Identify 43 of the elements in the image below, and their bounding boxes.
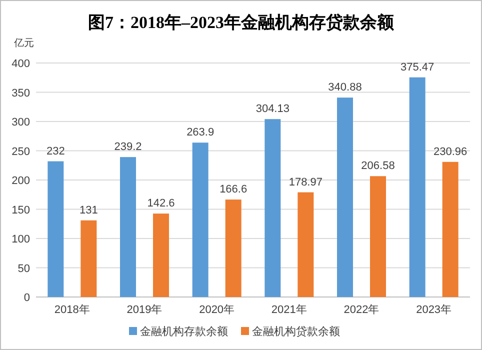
bar [120, 157, 136, 297]
legend-label: 金融机构存款余额 [140, 325, 228, 338]
x-tick-label: 2018年 [54, 304, 90, 316]
bar [442, 162, 458, 297]
data-label: 340.88 [328, 82, 362, 94]
data-label: 239.2 [114, 141, 142, 154]
chart-title: 图7：2018年–2023年金融机构存贷款余额 [88, 13, 395, 32]
data-label: 131 [79, 204, 98, 216]
bar [298, 192, 314, 297]
bar [192, 142, 208, 297]
y-tick-label: 100 [12, 234, 30, 246]
x-tick-label: 2022年 [344, 304, 380, 316]
y-tick-label: 350 [12, 87, 30, 100]
y-tick-label: 150 [12, 204, 30, 216]
y-tick-label: 0 [24, 292, 30, 304]
bar [409, 77, 426, 297]
y-axis-title: 亿元 [13, 38, 34, 49]
y-tick-label: 400 [12, 58, 30, 70]
data-label: 178.97 [288, 176, 322, 188]
x-tick-label: 2019年 [126, 304, 162, 316]
y-tick-label: 50 [18, 262, 30, 275]
legend-label: 金融机构贷款余额 [252, 325, 340, 338]
data-label: 166.6 [220, 184, 248, 196]
data-label: 263.9 [186, 126, 214, 139]
bar [80, 220, 97, 297]
y-tick-label: 250 [12, 146, 30, 158]
x-tick-label: 2020年 [199, 304, 235, 316]
bar [48, 161, 64, 297]
bar [337, 98, 353, 297]
x-tick-label: 2023年 [416, 304, 452, 316]
bar [225, 200, 242, 297]
data-label: 232 [46, 145, 65, 158]
bar [370, 176, 386, 297]
x-tick-label: 2021年 [271, 304, 307, 316]
bar [264, 119, 281, 297]
y-tick-label: 300 [12, 116, 30, 128]
data-label: 230.96 [434, 146, 468, 158]
data-label: 375.47 [400, 61, 434, 74]
y-tick-label: 200 [12, 175, 30, 187]
data-label: 304.13 [256, 103, 290, 116]
data-label: 206.58 [361, 160, 395, 172]
data-label: 142.6 [147, 198, 175, 210]
bar [153, 214, 169, 297]
